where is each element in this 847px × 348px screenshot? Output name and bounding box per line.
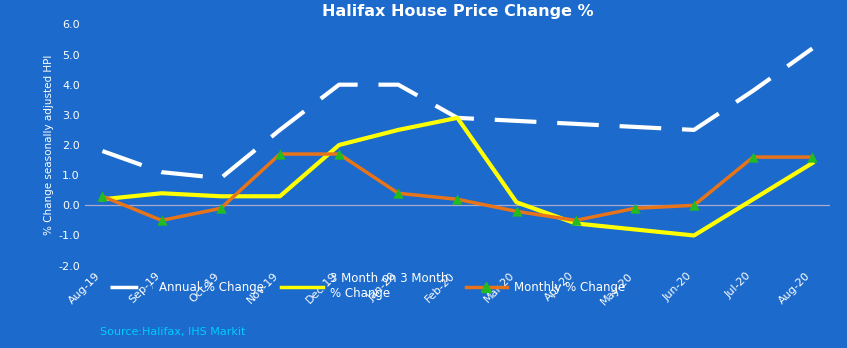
Point <box>155 218 169 223</box>
Point <box>805 154 819 160</box>
Legend: Annual % Change, 3 Month on 3 Month
% Change, Monthly % Change: Annual % Change, 3 Month on 3 Month % Ch… <box>106 268 630 305</box>
Title: Halifax House Price Change %: Halifax House Price Change % <box>322 4 593 19</box>
Point <box>273 151 286 157</box>
Point <box>628 206 642 211</box>
Point <box>451 197 464 202</box>
Point <box>214 206 228 211</box>
Point <box>510 208 523 214</box>
Y-axis label: % Change seasonally adjusted HPI: % Change seasonally adjusted HPI <box>44 55 54 235</box>
Text: Source:Halifax, IHS Markit: Source:Halifax, IHS Markit <box>100 327 245 337</box>
Point <box>332 151 346 157</box>
Point <box>746 154 760 160</box>
Point <box>391 190 405 196</box>
Point <box>687 203 700 208</box>
Point <box>569 218 583 223</box>
Point <box>96 193 109 199</box>
